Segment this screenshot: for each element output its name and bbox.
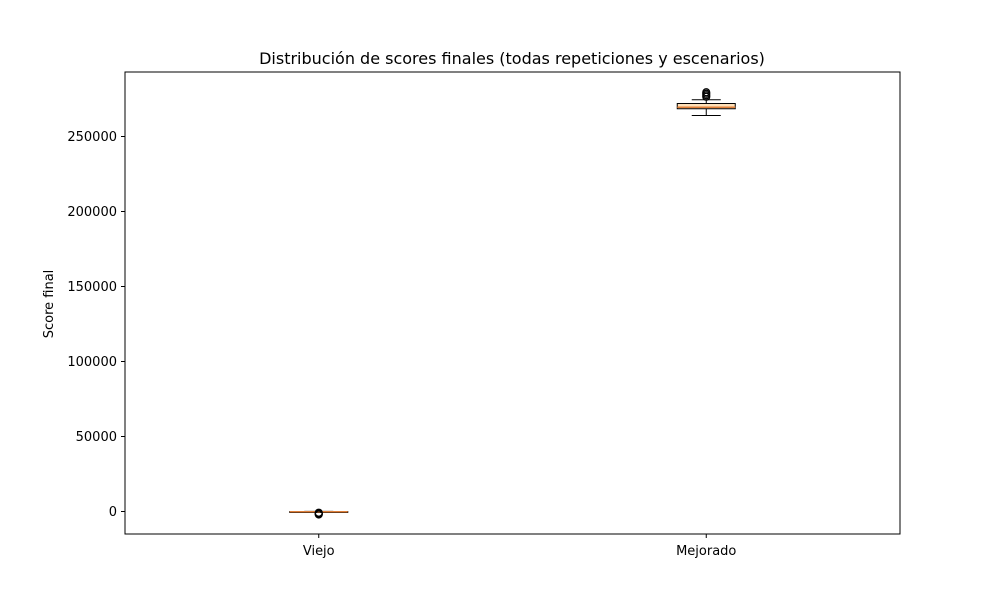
x-tick-label: Mejorado — [676, 544, 736, 559]
y-tick-label: 100000 — [67, 355, 117, 370]
y-axis: 0 50000 100000 150000 200000 250000 — [67, 130, 125, 520]
box-group-mejorado — [676, 88, 736, 116]
y-tick-label: 200000 — [67, 205, 117, 220]
chart-title: Distribución de scores finales (todas re… — [259, 49, 765, 68]
y-tick-label: 50000 — [76, 430, 117, 445]
plot-frame — [124, 71, 901, 535]
outlier-point — [702, 88, 711, 97]
box-group-viejo — [289, 508, 349, 519]
outlier-point — [314, 510, 323, 519]
x-axis: Viejo Mejorado — [303, 534, 736, 559]
plot-area — [289, 88, 736, 519]
x-tick-label: Viejo — [303, 544, 335, 559]
iqr-box — [676, 103, 736, 110]
y-axis-label: Score final — [42, 270, 57, 339]
y-tick-label: 150000 — [67, 280, 117, 295]
y-tick-label: 250000 — [67, 130, 117, 145]
y-tick-label: 0 — [109, 505, 117, 520]
